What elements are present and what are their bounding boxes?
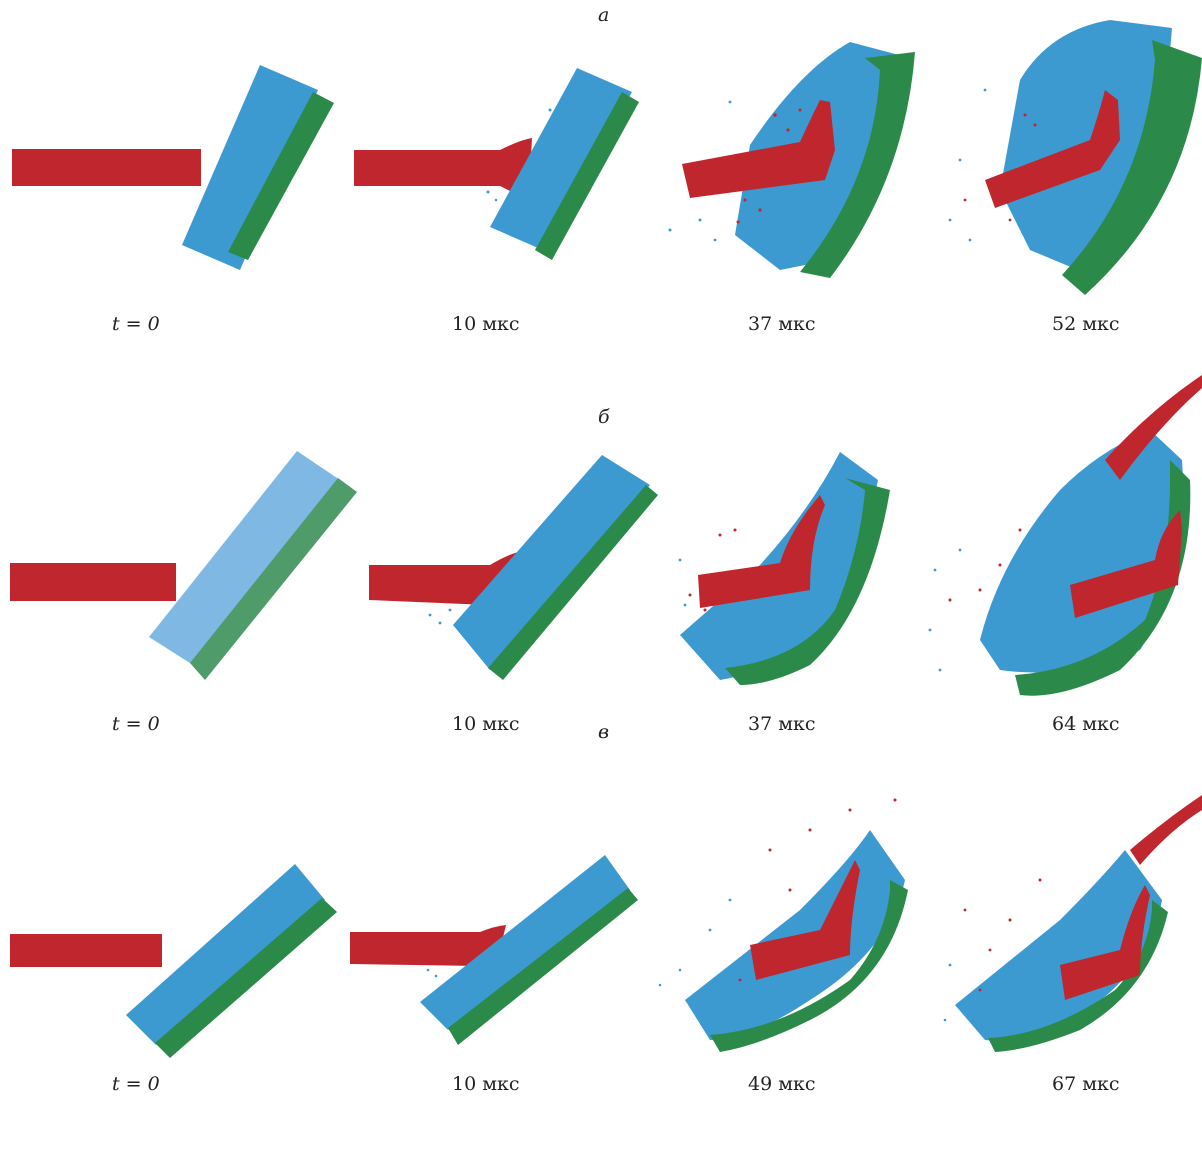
front-layer (182, 65, 318, 270)
front-layer (420, 855, 630, 1030)
frame-b-2 (340, 440, 658, 740)
caption-a-3: 37 мкс (748, 313, 816, 335)
caption-b-3: 37 мкс (748, 713, 816, 735)
caption-b-2: 10 мкс (452, 713, 520, 735)
frame-a-3 (660, 30, 960, 330)
caption-v-1: t = 0 (112, 1073, 160, 1095)
spray-particles (678, 528, 737, 612)
simulation-v-3 (658, 798, 908, 1052)
frame-v-3 (650, 790, 950, 1090)
back-layer (228, 92, 334, 260)
projectile (985, 90, 1120, 208)
caption-a-1: t = 0 (112, 313, 160, 335)
caption-v-4: 67 мкс (1052, 1073, 1120, 1095)
frame-b-1 (0, 440, 357, 740)
projectile (10, 563, 176, 601)
caption-a-2: 10 мкс (452, 313, 520, 335)
caption-v-3: 49 мкс (748, 1073, 816, 1095)
front-layer (955, 850, 1162, 1041)
back-layer (725, 478, 890, 685)
back-layer (800, 52, 915, 278)
simulation-v-2 (350, 855, 638, 1045)
spray-particles (428, 608, 452, 625)
spray-particles (948, 88, 1037, 242)
caption-v-2: 10 мкс (452, 1073, 520, 1095)
back-layer (1062, 40, 1202, 295)
row-a-title: а (598, 4, 610, 26)
back-layer (155, 898, 337, 1058)
simulation-a-4 (948, 20, 1202, 295)
spray-particles (928, 528, 1022, 672)
projectile (1070, 510, 1182, 618)
projectile (1060, 885, 1150, 1000)
jet-stream (1105, 375, 1202, 480)
jet-stream (1130, 795, 1202, 865)
simulation-b-2 (369, 455, 658, 680)
frame-a-1 (0, 30, 334, 330)
front-layer (126, 864, 325, 1045)
front-layer (453, 455, 650, 670)
simulation-b-3 (678, 452, 890, 685)
frame-v-1 (0, 850, 337, 1150)
back-layer (190, 478, 357, 680)
projectile (354, 138, 532, 192)
spray-particles (658, 798, 897, 987)
caption-b-1: t = 0 (112, 713, 160, 735)
projectile (698, 495, 825, 608)
frame-a-2 (340, 30, 640, 330)
row-v-title: в (598, 721, 610, 743)
front-layer (980, 430, 1184, 673)
projectile (12, 149, 201, 186)
projectile (750, 860, 860, 980)
caption-a-4: 52 мкс (1052, 313, 1120, 335)
simulation-v-1 (10, 864, 337, 1058)
frame-v-2 (340, 850, 640, 1150)
back-layer (488, 485, 658, 680)
simulation-a-1 (12, 65, 334, 270)
row-b-title: б (598, 406, 610, 428)
projectile (10, 934, 162, 967)
simulation-b-4 (928, 375, 1202, 696)
simulation-a-2 (354, 68, 639, 260)
spray-particles (943, 878, 1042, 1022)
spray-particles (668, 100, 802, 242)
back-layer (710, 880, 908, 1052)
simulation-b-1 (10, 451, 357, 680)
front-layer (685, 830, 905, 1040)
caption-b-4: 64 мкс (1052, 713, 1120, 735)
back-layer (1015, 460, 1191, 696)
frame-b-3 (660, 440, 960, 740)
back-layer (448, 888, 638, 1045)
spray-particles (426, 968, 438, 978)
frame-a-4 (940, 20, 1202, 320)
simulation-a-3 (668, 42, 915, 278)
back-layer (535, 92, 639, 260)
projectile (350, 925, 506, 966)
frame-b-4 (920, 370, 1202, 696)
front-layer (149, 451, 340, 665)
projectile (682, 100, 835, 198)
frame-v-4 (930, 790, 1202, 1090)
front-layer (490, 68, 632, 251)
simulation-v-4 (943, 795, 1202, 1052)
spray-particles (486, 108, 575, 210)
